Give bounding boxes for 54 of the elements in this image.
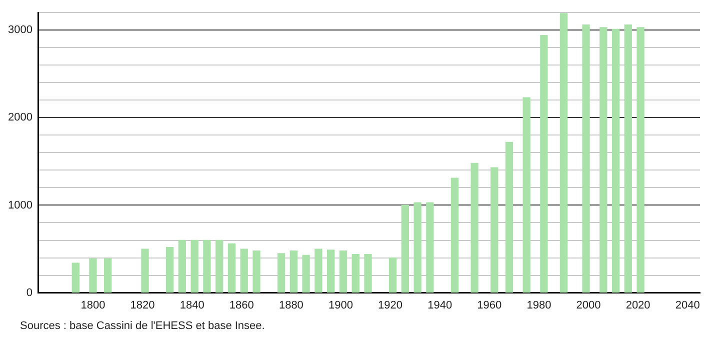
bar <box>141 248 149 293</box>
bar <box>89 258 97 293</box>
y-tick-label: 2000 <box>8 112 32 124</box>
x-tick-label: 1980 <box>526 299 552 312</box>
bar <box>252 250 260 293</box>
x-tick-label: 1800 <box>80 299 106 312</box>
bar <box>450 178 459 293</box>
bar <box>490 167 498 293</box>
x-tick-label: 1900 <box>328 299 353 312</box>
bar <box>560 13 568 293</box>
bar <box>166 246 174 293</box>
bar <box>612 28 620 293</box>
bar <box>540 35 548 293</box>
bar <box>414 202 422 293</box>
x-tick-label: 2040 <box>675 299 700 312</box>
bar <box>302 254 310 293</box>
bar <box>582 24 590 293</box>
bar <box>470 162 478 293</box>
y-tick-label: 3000 <box>8 24 32 36</box>
x-tick-label: 1880 <box>278 299 304 312</box>
bar <box>388 257 397 293</box>
y-tick-label: 1000 <box>8 199 32 212</box>
x-tick-label: 1920 <box>378 299 403 312</box>
bar <box>216 240 224 293</box>
bar <box>339 250 348 293</box>
x-tick-label: 2020 <box>626 299 650 312</box>
x-tick-label: 2000 <box>576 299 601 312</box>
bar <box>72 262 80 293</box>
bar <box>364 254 372 293</box>
bar <box>352 254 360 293</box>
bar <box>228 243 236 293</box>
bar <box>401 204 409 293</box>
y-tick-label: 0 <box>26 286 32 299</box>
bar <box>190 240 198 293</box>
x-tick-label: 1940 <box>428 299 452 312</box>
bar <box>104 258 112 293</box>
bar <box>505 142 514 293</box>
bar <box>240 248 248 293</box>
bar <box>600 27 608 293</box>
bar <box>203 240 211 293</box>
bar <box>624 24 632 293</box>
source-note: Sources : base Cassini de l'EHESS et base Insee. <box>20 320 265 332</box>
x-tick-label: 1860 <box>229 299 254 312</box>
x-tick-label: 1820 <box>130 299 155 312</box>
bar <box>277 253 286 293</box>
bar <box>522 97 530 293</box>
x-tick-label: 1840 <box>180 299 204 312</box>
bar <box>426 202 434 293</box>
bar <box>178 240 186 293</box>
bar <box>636 27 644 293</box>
bar <box>327 250 335 293</box>
bar <box>314 248 322 293</box>
bar <box>290 250 298 293</box>
x-tick-label: 1960 <box>477 299 502 312</box>
